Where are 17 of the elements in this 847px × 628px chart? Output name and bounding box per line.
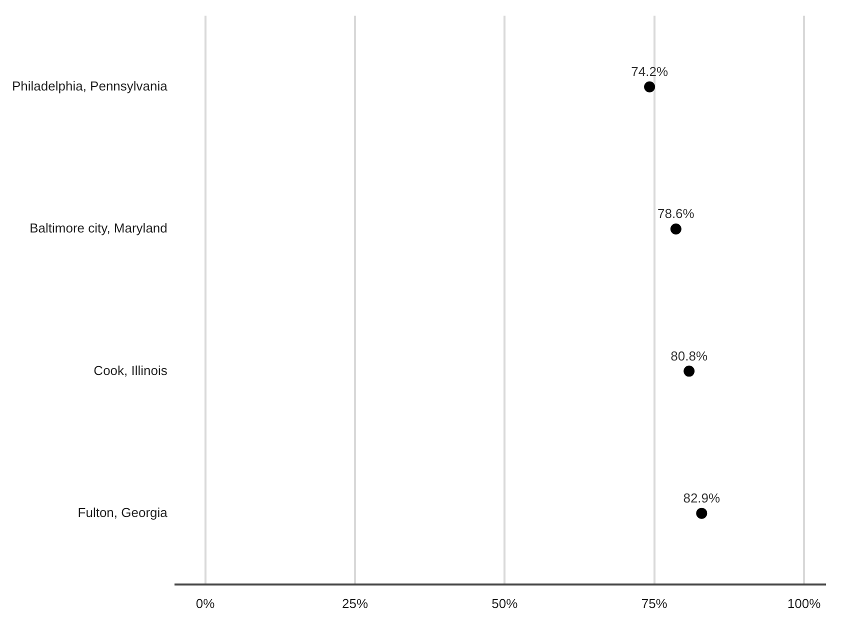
x-tick-label: 25% [342,596,368,611]
y-tick-label: Philadelphia, Pennsylvania [12,78,168,94]
data-label: 82.9% [683,490,721,506]
x-tick-label: 50% [492,596,518,611]
x-tick-label: 0% [196,596,216,611]
point [644,81,656,92]
point [670,224,682,235]
x-tick-label: 100% [787,596,822,611]
y-tick-label: Fulton, Georgia [78,504,168,520]
point [696,508,708,519]
point [684,366,695,377]
y-tick-label: Cook, Illinois [94,362,168,378]
x-tick-label: 75% [641,596,668,611]
data-label: 80.8% [670,348,708,364]
data-label: 78.6% [657,206,695,222]
y-tick-label: Baltimore city, Maryland [30,220,168,236]
data-label: 74.2% [631,64,668,79]
